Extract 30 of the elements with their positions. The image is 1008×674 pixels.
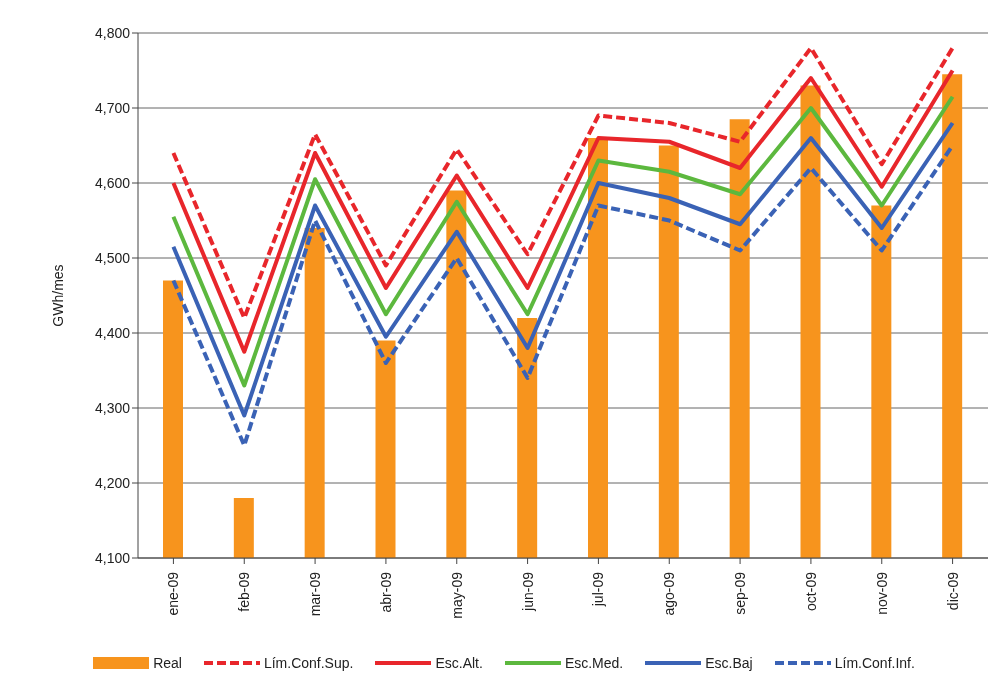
x-tick-label: dic-09: [944, 571, 961, 611]
x-tick-label: sep-09: [732, 571, 749, 615]
x-tick-label: mar-09: [307, 571, 324, 617]
y-axis-title: GWh/mes: [49, 264, 66, 327]
line-series: [171, 46, 955, 320]
legend-label: Esc.Med.: [564, 655, 624, 671]
y-tick-label: 4,800: [94, 24, 131, 41]
line-series: [171, 94, 955, 388]
x-tick-label: jul-09: [590, 571, 607, 608]
y-tick-label: 4,300: [94, 399, 131, 416]
x-tick-label: ago-09: [661, 571, 678, 616]
x-tick-label: nov-09: [873, 571, 890, 615]
y-tick-label: 4,400: [94, 324, 131, 341]
x-tick-label: abr-09: [377, 571, 394, 613]
x-tick-label: ene-09: [165, 571, 182, 616]
line-series: [171, 68, 955, 354]
x-tick-label: jun-09: [519, 571, 536, 612]
legend-label: Lím.Conf.Sup.: [263, 655, 354, 671]
x-tick-label: feb-09: [236, 571, 253, 612]
y-tick-label: 4,200: [94, 474, 131, 491]
legend-label: Esc.Baj: [705, 655, 753, 671]
legend-label: Esc.Alt.: [435, 655, 483, 671]
legend-label: Lím.Conf.Inf.: [834, 655, 915, 671]
y-tick-label: 4,100: [94, 549, 131, 566]
x-tick-label: may-09: [448, 571, 465, 619]
x-tick-label: oct-09: [802, 571, 819, 611]
legend-label: Real: [153, 655, 182, 671]
y-tick-label: 4,600: [94, 174, 131, 191]
y-tick-label: 4,700: [94, 99, 131, 116]
y-tick-label: 4,500: [94, 249, 131, 266]
